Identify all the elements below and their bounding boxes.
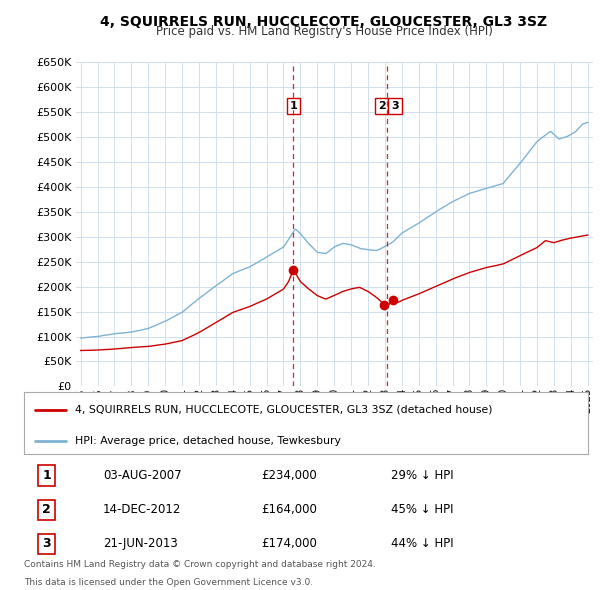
Text: 14-DEC-2012: 14-DEC-2012 bbox=[103, 503, 181, 516]
Text: 29% ↓ HPI: 29% ↓ HPI bbox=[391, 469, 453, 482]
Text: £174,000: £174,000 bbox=[261, 537, 317, 550]
Text: HPI: Average price, detached house, Tewkesbury: HPI: Average price, detached house, Tewk… bbox=[75, 435, 341, 445]
Text: £164,000: £164,000 bbox=[261, 503, 317, 516]
Text: 03-AUG-2007: 03-AUG-2007 bbox=[103, 469, 182, 482]
Text: Contains HM Land Registry data © Crown copyright and database right 2024.: Contains HM Land Registry data © Crown c… bbox=[24, 560, 376, 569]
Text: 1: 1 bbox=[42, 469, 51, 482]
Text: 45% ↓ HPI: 45% ↓ HPI bbox=[391, 503, 453, 516]
Text: 4, SQUIRRELS RUN, HUCCLECOTE, GLOUCESTER, GL3 3SZ (detached house): 4, SQUIRRELS RUN, HUCCLECOTE, GLOUCESTER… bbox=[75, 405, 492, 415]
Text: 3: 3 bbox=[42, 537, 51, 550]
Text: This data is licensed under the Open Government Licence v3.0.: This data is licensed under the Open Gov… bbox=[24, 578, 313, 587]
Text: 3: 3 bbox=[391, 101, 399, 111]
Text: 2: 2 bbox=[42, 503, 51, 516]
Text: 21-JUN-2013: 21-JUN-2013 bbox=[103, 537, 178, 550]
Text: 2: 2 bbox=[377, 101, 385, 111]
Text: £234,000: £234,000 bbox=[261, 469, 317, 482]
Text: 44% ↓ HPI: 44% ↓ HPI bbox=[391, 537, 453, 550]
Text: 4, SQUIRRELS RUN, HUCCLECOTE, GLOUCESTER, GL3 3SZ: 4, SQUIRRELS RUN, HUCCLECOTE, GLOUCESTER… bbox=[100, 15, 548, 29]
Text: 1: 1 bbox=[290, 101, 297, 111]
Text: Price paid vs. HM Land Registry's House Price Index (HPI): Price paid vs. HM Land Registry's House … bbox=[155, 25, 493, 38]
